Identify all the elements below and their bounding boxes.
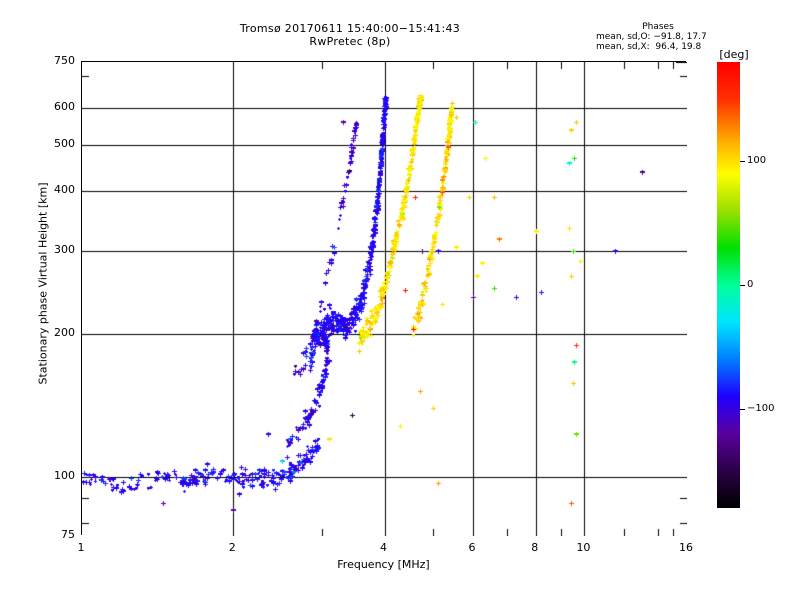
y-tick-label-400: 400 (54, 183, 75, 197)
plot-title-line1: Tromsø 20170611 15:40:00−15:41:43 (239, 22, 461, 35)
colorbar-tick-label-−100: −100 (747, 402, 775, 414)
y-tick-label-600: 600 (54, 99, 75, 113)
x-tick-label-16: 16 (679, 541, 693, 554)
colorbar-tick-label-100: 100 (747, 155, 767, 167)
phase-stats: Phases mean, sd,O: −91.8, 17.7 mean, sd,… (596, 22, 796, 52)
y-tick-label-750: 750 (54, 54, 75, 67)
x-tick-label-4: 4 (380, 541, 387, 554)
y-tick-label-500: 500 (54, 137, 75, 151)
phase-stats-heading: Phases (642, 22, 674, 32)
y-tick-label-100: 100 (54, 468, 75, 482)
colorbar (717, 62, 740, 508)
colorbar-tick-mark (740, 409, 745, 410)
y-tick-label-300: 300 (54, 242, 75, 256)
colorbar-tick-mark (740, 285, 745, 286)
plot-title-line2: RwPretec (8p) (309, 35, 391, 48)
colorbar-unit-label: [deg] (719, 48, 749, 61)
x-tick-label-2: 2 (228, 541, 236, 554)
x-tick-label-1: 1 (77, 541, 85, 554)
phase-stats-x-mode: mean, sd,X: 96.4, 19.8 (596, 42, 702, 52)
plot-title: Tromsø 20170611 15:40:00−15:41:43 RwPret… (0, 22, 700, 48)
x-tick-label-8: 8 (531, 541, 539, 554)
y-tick-label-75: 75 (61, 528, 75, 541)
y-axis-label: Stationary phase Virtual Height [km] (36, 182, 50, 385)
colorbar-tick-mark (740, 161, 745, 162)
colorbar-tick-label-0: 0 (747, 279, 754, 290)
x-tick-label-6: 6 (468, 541, 476, 554)
scatter-plot-canvas (82, 62, 687, 536)
x-tick-label-10: 10 (576, 541, 591, 554)
x-axis-label: Frequency [MHz] (337, 558, 430, 571)
phase-stats-o-mode: mean, sd,O: −91.8, 17.7 (596, 32, 707, 42)
plot-area (81, 61, 687, 536)
y-tick-label-200: 200 (54, 326, 75, 340)
